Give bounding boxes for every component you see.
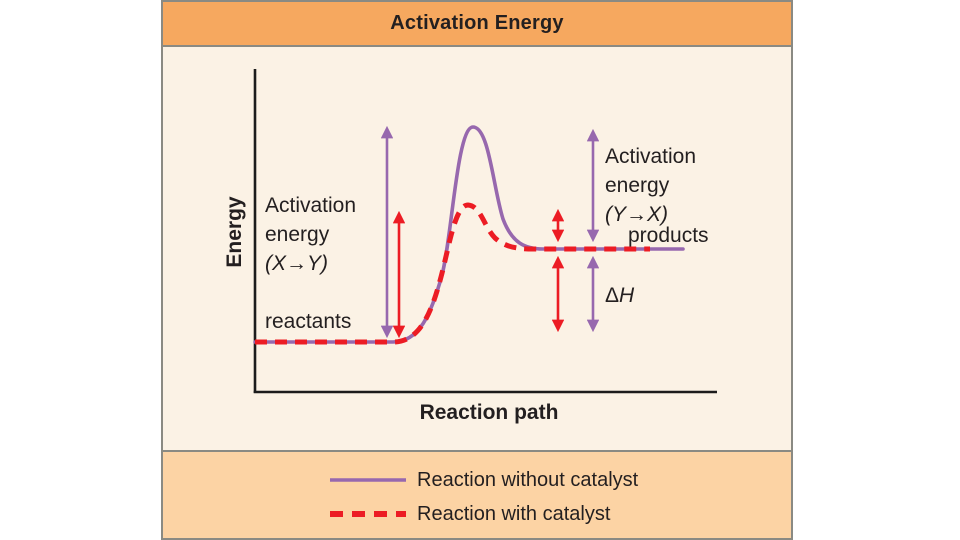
reverse-activation-line1: Activation bbox=[605, 145, 697, 168]
reverse-activation-line2: energy bbox=[605, 174, 670, 197]
figure-title: Activation Energy bbox=[390, 12, 564, 34]
plot-panel: Energy Activation energy (X→Y) reactants… bbox=[163, 47, 791, 452]
curve-with-catalyst bbox=[255, 202, 650, 345]
title-bar: Activation Energy bbox=[163, 2, 791, 47]
forward-activation-line3: (X→Y) bbox=[265, 252, 328, 275]
reverse-activation-line3: (Y→X) bbox=[605, 203, 668, 226]
delta-h-letter: H bbox=[619, 284, 635, 307]
forward-activation-line1: Activation bbox=[265, 194, 357, 217]
legend-panel: Reaction without catalyst Reaction with … bbox=[163, 452, 791, 538]
dashed-line-swatch bbox=[330, 511, 406, 517]
delta-h-label: ΔH bbox=[605, 281, 634, 310]
y-axis-label: Energy bbox=[223, 196, 246, 268]
legend-label-without-catalyst: Reaction without catalyst bbox=[417, 468, 639, 491]
forward-activation-line2: energy bbox=[265, 223, 330, 246]
legend-item-without-catalyst: Reaction without catalyst bbox=[329, 468, 791, 492]
delta-symbol: Δ bbox=[605, 284, 620, 307]
reverse-activation-label: Activation energy (Y→X) bbox=[605, 142, 696, 229]
legend-item-with-catalyst: Reaction with catalyst bbox=[329, 502, 791, 526]
solid-line-swatch bbox=[330, 478, 406, 482]
figure-frame: Activation Energy bbox=[161, 0, 793, 540]
reactants-label: reactants bbox=[265, 310, 352, 333]
forward-activation-label: Activation energy (X→Y) bbox=[265, 191, 356, 278]
legend-label-with-catalyst: Reaction with catalyst bbox=[417, 502, 611, 525]
energy-diagram bbox=[253, 69, 717, 394]
x-axis-label: Reaction path bbox=[419, 401, 559, 424]
products-label: products bbox=[628, 224, 709, 247]
